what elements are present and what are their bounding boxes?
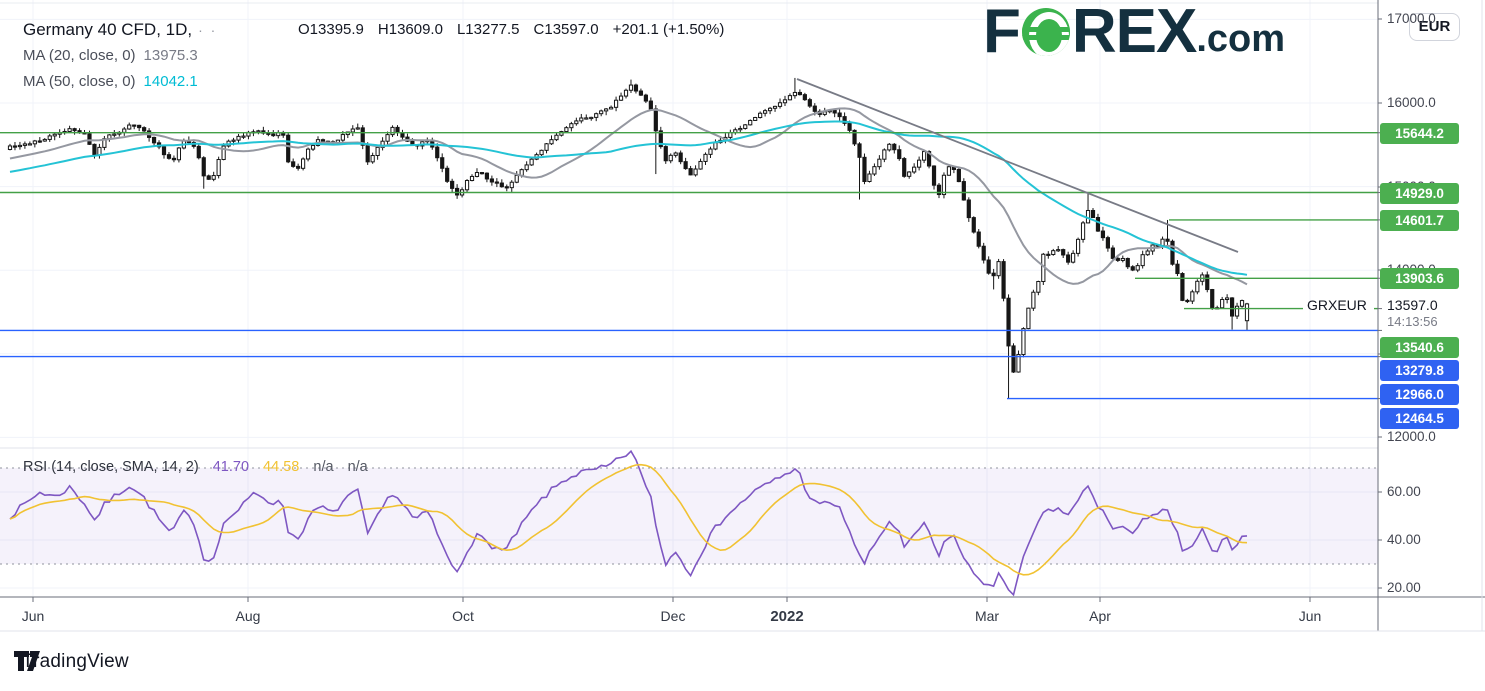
symbol-title[interactable]: Germany 40 CFD, 1D, — [23, 20, 193, 39]
level-badge-13540.6: 13540.6 — [1380, 336, 1459, 358]
forex-logo-f: F — [983, 0, 1021, 66]
ma20-label: MA (20, close, 0) — [23, 47, 136, 64]
time-axis-label-Jun: Jun — [21, 608, 45, 624]
legend-main: Germany 40 CFD, 1D, · · O13395.9 H13609.0 L… — [23, 17, 724, 95]
level-badge-13279.8: 13279.8 — [1380, 359, 1459, 381]
rsi-lower-band-value: n/a — [347, 459, 368, 475]
rsi-value: 41.70 — [212, 459, 250, 475]
ma20-value: 13975.3 — [143, 47, 198, 64]
symbol-price-label: GRXEUR — [1307, 297, 1367, 313]
time-axis-label-Dec: Dec — [660, 608, 686, 624]
time-axis-label-Apr: Apr — [1089, 608, 1111, 624]
ohlc-close: C13597.0 — [533, 21, 599, 38]
rsi-tick-60.00: 60.00 — [1387, 484, 1421, 499]
forex-com-logo: F REX .com — [983, 0, 1286, 66]
level-badge-15644.2: 15644.2 — [1380, 122, 1459, 144]
ohlc-high: H13609.0 — [377, 21, 443, 38]
ma20-line — [9, 107, 1248, 286]
level-badge-14601.7: 14601.7 — [1380, 209, 1459, 231]
candlestick-series — [7, 77, 1250, 399]
legend-menu-dots[interactable]: · · — [198, 22, 218, 38]
rsi-upper-band-value: n/a — [313, 459, 334, 475]
time-axis-label-Oct: Oct — [452, 608, 474, 624]
rsi-legend[interactable]: RSI (14, close, SMA, 14, 2) 41.70 44.58 … — [23, 459, 368, 475]
rsi-line — [9, 449, 1248, 597]
tradingview-attribution[interactable]: TradingView — [14, 651, 129, 673]
rsi-tick-40.00: 40.00 — [1387, 532, 1421, 547]
forex-logo-o-icon — [1021, 8, 1070, 56]
level-badge-12966.0: 12966.0 — [1380, 383, 1459, 405]
trendline — [796, 78, 1239, 253]
ma50-value: 14042.1 — [143, 73, 198, 90]
rsi-sma-line — [9, 463, 1248, 576]
tradingview-brand-text: TradingView — [22, 651, 129, 672]
price-tick-17000.0: 17000.0 — [1387, 11, 1436, 26]
rsi-tick-20.00: 20.00 — [1387, 580, 1421, 595]
time-axis-label-Aug: Aug — [235, 608, 261, 624]
rsi-title: RSI (14, close, SMA, 14, 2) — [23, 459, 199, 475]
time-axis-label-Mar: Mar — [974, 608, 1000, 624]
ohlc-change: +201.1 (+1.50%) — [612, 21, 725, 38]
time-axis-label-Jun: Jun — [1298, 608, 1322, 624]
level-badge-13903.6: 13903.6 — [1380, 267, 1459, 289]
last-price-label: 13597.0 — [1387, 297, 1438, 313]
level-badge-12464.5: 12464.5 — [1380, 407, 1459, 429]
currency-button[interactable]: EUR — [1409, 13, 1460, 41]
ma50-legend[interactable]: MA (50, close, 0) 14042.1 — [23, 69, 217, 95]
price-tick-16000.0: 16000.0 — [1387, 95, 1436, 110]
ma20-legend[interactable]: MA (20, close, 0) 13975.3 — [23, 43, 217, 69]
bar-countdown-timer: 14:13:56 — [1387, 314, 1438, 329]
level-badge-14929.0: 14929.0 — [1380, 182, 1459, 204]
forex-logo-rex: REX — [1071, 0, 1197, 66]
ohlc-low: L13277.5 — [456, 21, 520, 38]
ohlc-open: O13395.9 — [298, 21, 364, 38]
ma50-label: MA (50, close, 0) — [23, 73, 136, 90]
time-axis-label-2022: 2022 — [770, 608, 804, 625]
price-tick-12000.0: 12000.0 — [1387, 429, 1436, 444]
forex-logo-com: .com — [1196, 18, 1286, 60]
tradingview-icon — [14, 651, 40, 671]
ohlc-readout: O13395.9 H13609.0 L13277.5 C13597.0 +201.1 (… — [298, 17, 738, 43]
rsi-sma-value: 44.58 — [263, 459, 300, 475]
